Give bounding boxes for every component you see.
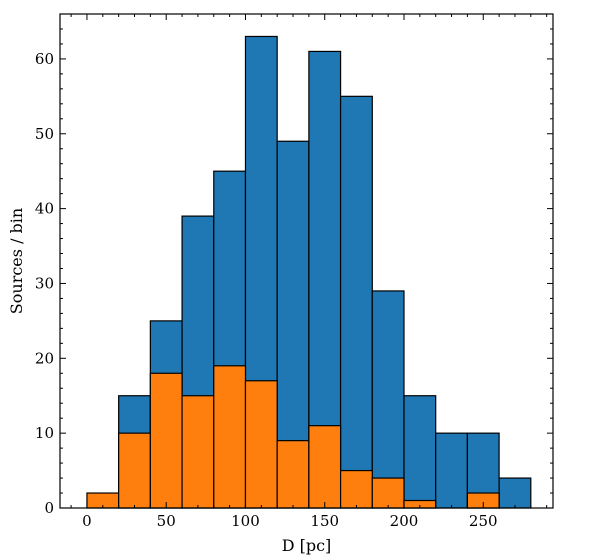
x-axis-label: D [pc] xyxy=(282,536,332,555)
x-tick-label: 150 xyxy=(310,512,339,530)
y-tick-label: 0 xyxy=(44,499,54,517)
y-tick-label: 20 xyxy=(35,349,54,367)
labels-layer: 0 50 100 150 200 250 0 10 20 30 40 50 60 xyxy=(35,50,498,530)
bar-series2-bin2 xyxy=(118,432,151,509)
x-tick-label: 0 xyxy=(82,512,92,530)
y-tick-label: 50 xyxy=(35,125,54,143)
y-axis-label: Sources / bin xyxy=(7,208,26,314)
bar-series1-bin14 xyxy=(498,477,532,509)
y-tick-label: 40 xyxy=(35,200,54,218)
x-tick-label: 100 xyxy=(231,512,260,530)
bar-series1-bin12 xyxy=(435,432,468,509)
plot-frame xyxy=(59,13,554,509)
bar-series2-bin4 xyxy=(181,395,215,509)
x-tick-label: 200 xyxy=(390,512,419,530)
bar-series2-bin6 xyxy=(244,380,278,509)
y-tick-label: 60 xyxy=(35,50,54,68)
y-tick-label: 30 xyxy=(35,274,54,292)
bar-series2-bin8 xyxy=(308,425,342,509)
x-tick-label: 250 xyxy=(469,512,498,530)
y-tick-label: 10 xyxy=(35,424,54,442)
bar-series1-bin10 xyxy=(371,290,405,509)
bar-series1-bin9 xyxy=(339,95,373,509)
bar-series2-bin5 xyxy=(213,365,247,509)
bar-series2-bin3 xyxy=(149,372,183,509)
bar-series1-bin11 xyxy=(403,395,437,509)
bar-series2-bin10 xyxy=(371,477,405,509)
bar-series2-bin7 xyxy=(276,440,310,509)
bars-layer xyxy=(86,35,532,509)
bar-series2-bin9 xyxy=(339,469,373,509)
x-tick-label: 50 xyxy=(157,512,176,530)
